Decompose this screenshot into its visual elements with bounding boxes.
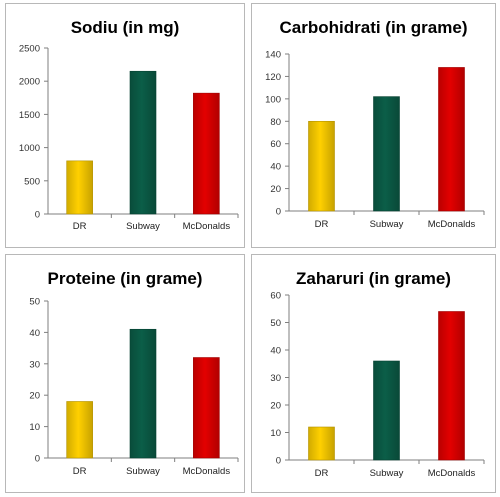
- y-tick-label: 0: [276, 456, 281, 467]
- y-tick-label: 0: [276, 207, 281, 218]
- y-tick-label: 1000: [19, 143, 40, 154]
- y-tick-label: 140: [265, 50, 281, 61]
- y-tick-label: 0: [35, 210, 40, 221]
- category-label: Subway: [370, 219, 404, 230]
- y-tick-label: 60: [270, 139, 281, 150]
- category-label: DR: [73, 466, 87, 477]
- bar-mcdonalds: [193, 357, 220, 459]
- y-tick-label: 0: [35, 454, 40, 465]
- chart-title: Proteine (in grame): [47, 269, 203, 288]
- y-tick-label: 40: [29, 328, 40, 339]
- category-label: Subway: [370, 468, 404, 479]
- bar-mcdonalds: [438, 311, 465, 461]
- y-tick-label: 20: [29, 391, 40, 402]
- bar-dr: [66, 160, 93, 215]
- category-label: McDonalds: [183, 221, 231, 232]
- bar-subway: [373, 360, 400, 461]
- protein-chart: 0 10 20 30 40 50 DR Subway McDonalds: [29, 297, 239, 477]
- sodium-chart-panel: Sodiu (in mg) 0 500 1000 1500 2000 2500 DR Subw…: [5, 3, 245, 248]
- y-tick-label: 30: [270, 373, 281, 384]
- y-tick-label: 2000: [19, 77, 40, 88]
- y-tick-label: 80: [270, 117, 281, 128]
- category-label: DR: [315, 468, 329, 479]
- category-label: Subway: [126, 466, 160, 477]
- sugars-chart: 0 10 20 30 40 50 60 DR Subway McDonalds: [270, 291, 485, 479]
- y-tick-label: 50: [29, 297, 40, 308]
- category-label: DR: [73, 221, 87, 232]
- y-tick-label: 60: [270, 291, 281, 302]
- y-tick-label: 500: [24, 176, 40, 187]
- y-tick-label: 10: [270, 428, 281, 439]
- category-label: Subway: [126, 221, 160, 232]
- y-tick-label: 100: [265, 94, 281, 105]
- bar-subway: [373, 96, 400, 212]
- y-tick-label: 30: [29, 359, 40, 370]
- bar-dr: [308, 426, 335, 461]
- y-tick-label: 20: [270, 184, 281, 195]
- sodium-chart: 0 500 1000 1500 2000 2500 DR Subway McDonalds: [19, 44, 239, 232]
- y-tick-label: 40: [270, 162, 281, 173]
- y-tick-label: 120: [265, 72, 281, 83]
- category-label: DR: [315, 219, 329, 230]
- bar-dr: [308, 120, 335, 212]
- y-tick-label: 40: [270, 346, 281, 357]
- y-tick-label: 50: [270, 318, 281, 329]
- y-tick-label: 1500: [19, 110, 40, 121]
- chart-title: Zaharuri (in grame): [296, 269, 451, 288]
- y-tick-label: 2500: [19, 44, 40, 55]
- bar-subway: [129, 328, 157, 459]
- protein-chart-panel: Proteine (in grame) 0 10 20 30 40 50 DR Subway M…: [5, 254, 245, 493]
- category-label: McDonalds: [428, 219, 476, 230]
- bar-mcdonalds: [438, 67, 465, 212]
- chart-title: Sodiu (in mg): [70, 18, 180, 37]
- y-tick-label: 10: [29, 422, 40, 433]
- bar-subway: [129, 70, 157, 215]
- category-label: McDonalds: [428, 468, 476, 479]
- y-tick-label: 20: [270, 401, 281, 412]
- chart-title: Carbohidrati (in grame): [279, 18, 468, 37]
- carbohydrates-chart: 0 20 40 60 80 100 120 140 DR Subway McDonalds: [265, 50, 485, 230]
- category-label: McDonalds: [183, 466, 231, 477]
- bar-mcdonalds: [193, 92, 220, 215]
- carbohydrates-chart-panel: Carbohidrati (in grame) 0 20 40 60 80 100 120 1…: [251, 3, 496, 248]
- sugars-chart-panel: Zaharuri (in grame) 0 10 20 30 40 50 60 DR Subwa…: [251, 254, 496, 493]
- bar-dr: [66, 401, 93, 459]
